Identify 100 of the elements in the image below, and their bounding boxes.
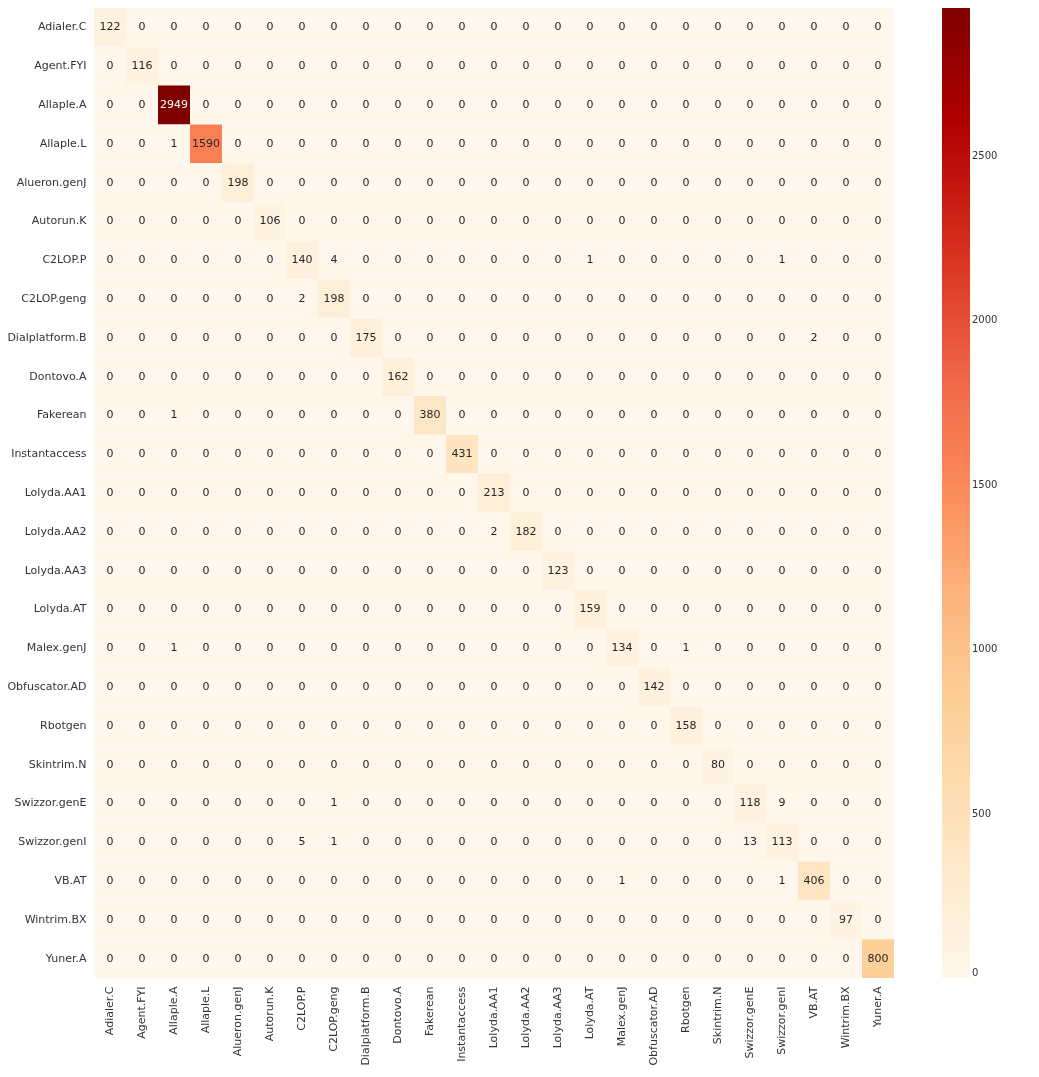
data-label: 0 bbox=[362, 20, 370, 34]
data-label: 0 bbox=[426, 835, 434, 849]
data-label: 0 bbox=[586, 524, 594, 538]
data-label: 0 bbox=[778, 641, 786, 655]
data-label: 0 bbox=[682, 680, 690, 693]
data-label: 0 bbox=[426, 524, 434, 538]
data-label: 0 bbox=[170, 486, 178, 499]
data-label: 0 bbox=[330, 680, 338, 693]
data-label: 0 bbox=[554, 602, 562, 616]
data-label: 0 bbox=[682, 912, 690, 926]
data-label: 0 bbox=[458, 136, 466, 150]
data-label: 0 bbox=[682, 796, 690, 810]
data-label: 0 bbox=[810, 912, 818, 926]
data-label: 0 bbox=[650, 369, 658, 383]
data-label: 0 bbox=[650, 20, 658, 34]
data-label: 0 bbox=[682, 447, 690, 461]
data-label: 0 bbox=[170, 292, 178, 305]
data-label: 0 bbox=[170, 447, 178, 461]
data-label: 0 bbox=[874, 486, 882, 499]
data-label: 0 bbox=[202, 912, 210, 926]
x-tick-label: Dontovo.A bbox=[391, 986, 404, 1044]
data-label: 0 bbox=[106, 98, 114, 111]
data-label: 0 bbox=[746, 59, 754, 73]
data-label: 0 bbox=[618, 912, 626, 926]
data-label: 0 bbox=[618, 486, 626, 499]
data-label: 0 bbox=[650, 136, 658, 150]
data-label: 0 bbox=[394, 330, 402, 344]
data-label: 106 bbox=[259, 214, 281, 228]
data-label: 0 bbox=[170, 59, 178, 73]
data-label: 0 bbox=[426, 486, 434, 499]
data-label: 0 bbox=[490, 408, 498, 422]
data-label: 0 bbox=[522, 796, 530, 810]
data-label: 0 bbox=[714, 214, 722, 228]
data-label: 0 bbox=[202, 486, 210, 499]
data-label: 0 bbox=[810, 59, 818, 73]
data-label: 0 bbox=[746, 369, 754, 383]
data-label: 0 bbox=[138, 20, 146, 34]
data-label: 0 bbox=[522, 59, 530, 73]
data-label: 0 bbox=[170, 20, 178, 34]
data-label: 0 bbox=[554, 447, 562, 461]
data-label: 0 bbox=[714, 524, 722, 538]
data-label: 5 bbox=[298, 835, 306, 849]
data-label: 0 bbox=[746, 253, 754, 267]
data-label: 0 bbox=[650, 796, 658, 810]
data-label: 0 bbox=[330, 98, 338, 111]
data-label: 0 bbox=[426, 292, 434, 305]
data-label: 0 bbox=[490, 98, 498, 111]
data-label: 0 bbox=[714, 680, 722, 693]
data-label: 0 bbox=[106, 680, 114, 693]
data-label: 0 bbox=[298, 175, 306, 189]
data-label: 0 bbox=[522, 447, 530, 461]
data-label: 0 bbox=[842, 292, 850, 305]
data-label: 0 bbox=[330, 20, 338, 34]
data-label: 0 bbox=[362, 59, 370, 73]
data-label: 0 bbox=[650, 912, 658, 926]
data-label: 0 bbox=[266, 486, 274, 499]
data-label: 0 bbox=[362, 757, 370, 771]
data-label: 0 bbox=[106, 524, 114, 538]
data-label: 0 bbox=[714, 486, 722, 499]
data-label: 0 bbox=[234, 912, 242, 926]
data-label: 0 bbox=[586, 563, 594, 577]
data-label: 0 bbox=[810, 369, 818, 383]
data-label: 0 bbox=[362, 718, 370, 732]
data-label: 0 bbox=[554, 214, 562, 228]
data-label: 0 bbox=[682, 757, 690, 771]
data-label: 97 bbox=[839, 912, 853, 926]
data-label: 0 bbox=[778, 563, 786, 577]
data-label: 0 bbox=[138, 447, 146, 461]
data-label: 0 bbox=[522, 369, 530, 383]
data-label: 0 bbox=[490, 330, 498, 344]
data-label: 0 bbox=[490, 253, 498, 267]
data-label: 0 bbox=[138, 175, 146, 189]
data-label: 0 bbox=[298, 214, 306, 228]
data-label: 0 bbox=[810, 718, 818, 732]
data-label: 0 bbox=[426, 369, 434, 383]
data-label: 0 bbox=[682, 98, 690, 111]
data-label: 0 bbox=[298, 98, 306, 111]
data-label: 0 bbox=[522, 253, 530, 267]
data-label: 0 bbox=[426, 253, 434, 267]
data-label: 0 bbox=[618, 330, 626, 344]
data-label: 0 bbox=[714, 912, 722, 926]
data-label: 0 bbox=[874, 912, 882, 926]
data-label: 0 bbox=[362, 253, 370, 267]
data-label: 0 bbox=[586, 912, 594, 926]
y-tick-label: Rbotgen bbox=[40, 718, 87, 732]
data-label: 0 bbox=[362, 486, 370, 499]
data-label: 0 bbox=[874, 408, 882, 422]
data-label: 0 bbox=[170, 796, 178, 810]
data-label: 0 bbox=[874, 718, 882, 732]
x-tick-label: Lolyda.AA1 bbox=[487, 986, 500, 1049]
data-label: 0 bbox=[650, 98, 658, 111]
data-label: 0 bbox=[778, 680, 786, 693]
data-label: 0 bbox=[554, 136, 562, 150]
data-label: 0 bbox=[362, 175, 370, 189]
data-label: 0 bbox=[682, 330, 690, 344]
data-label: 0 bbox=[234, 369, 242, 383]
data-label: 0 bbox=[330, 330, 338, 344]
data-label: 0 bbox=[586, 214, 594, 228]
data-label: 0 bbox=[714, 563, 722, 577]
data-label: 0 bbox=[234, 757, 242, 771]
